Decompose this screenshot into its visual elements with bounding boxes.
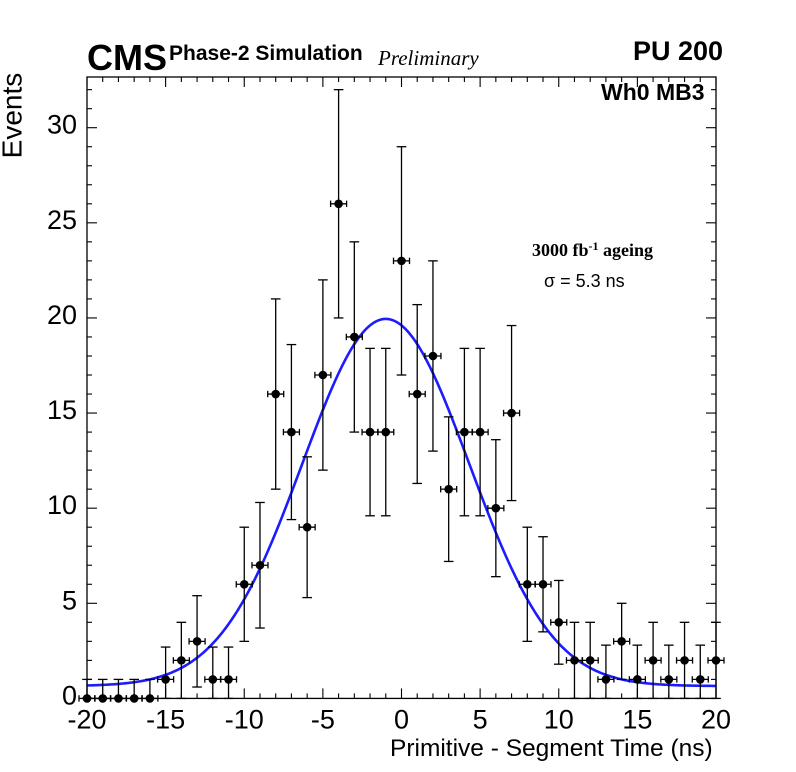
- svg-text:25: 25: [47, 205, 77, 235]
- svg-text:10: 10: [544, 704, 574, 734]
- svg-text:20: 20: [47, 300, 77, 330]
- svg-text:15: 15: [47, 395, 77, 425]
- svg-text:0: 0: [394, 704, 409, 734]
- svg-text:0: 0: [62, 680, 77, 710]
- svg-text:10: 10: [47, 490, 77, 520]
- svg-text:15: 15: [622, 704, 652, 734]
- svg-text:-15: -15: [146, 704, 185, 734]
- svg-text:-5: -5: [311, 704, 335, 734]
- svg-text:-10: -10: [225, 704, 264, 734]
- svg-text:30: 30: [47, 110, 77, 140]
- svg-text:5: 5: [62, 585, 77, 615]
- svg-text:5: 5: [473, 704, 488, 734]
- svg-text:20: 20: [701, 704, 731, 734]
